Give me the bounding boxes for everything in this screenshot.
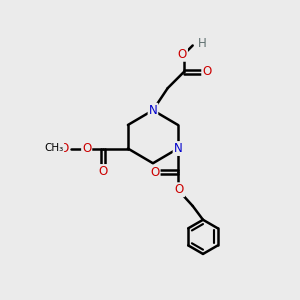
Text: O: O — [178, 48, 187, 61]
Text: CH₃: CH₃ — [45, 143, 64, 153]
Text: O: O — [202, 65, 212, 79]
Text: N: N — [174, 142, 182, 155]
Text: O: O — [59, 142, 68, 155]
Text: O: O — [98, 165, 107, 178]
Text: O: O — [150, 166, 160, 178]
Text: N: N — [148, 104, 157, 117]
Text: O: O — [82, 142, 91, 155]
Text: O: O — [175, 183, 184, 196]
Text: H: H — [198, 38, 207, 50]
